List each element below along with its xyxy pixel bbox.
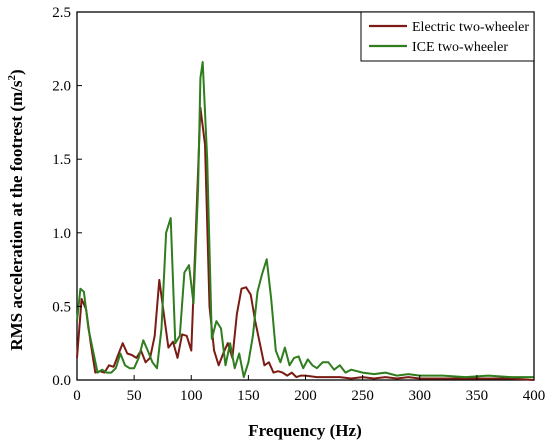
x-tick-label: 300 <box>409 388 432 404</box>
legend: Electric two-wheeler ICE two-wheeler <box>360 11 535 62</box>
y-tick-label: 0.5 <box>52 299 71 315</box>
series-line-electric <box>76 106 535 381</box>
x-tick-label: 350 <box>466 388 489 404</box>
y-tick-label: 1.0 <box>52 226 71 242</box>
y-tick-label: 0.0 <box>52 373 71 389</box>
legend-box <box>360 11 535 62</box>
y-axis-title-close: ) <box>7 69 26 75</box>
x-tick-label: 50 <box>127 388 142 404</box>
series-layer <box>76 61 535 381</box>
legend-label-ice: ICE two-wheeler <box>412 40 508 55</box>
x-tick-label: 400 <box>523 388 546 404</box>
plot-frame <box>76 11 535 381</box>
x-tick-label: 0 <box>73 388 81 404</box>
series-line-ice <box>76 61 534 379</box>
y-tick-label: 1.5 <box>52 152 71 168</box>
x-tick-label: 200 <box>294 388 317 404</box>
x-tick-label: 100 <box>180 388 203 404</box>
x-axis-title: Frequency (Hz) <box>248 421 361 440</box>
y-axis-title: RMS acceleration at the footrest (m/s2) <box>6 69 26 350</box>
x-tick-label: 150 <box>237 388 260 404</box>
y-tick-label: 2.5 <box>52 5 71 21</box>
y-tick-label: 2.0 <box>52 79 71 95</box>
y-axis-title-sup: 2 <box>6 74 18 80</box>
x-tick-label: 250 <box>351 388 374 404</box>
legend-label-electric: Electric two-wheeler <box>412 20 529 35</box>
y-axis-title-main: RMS acceleration at the footrest (m/s <box>7 80 26 351</box>
ticks-layer: 0 50 100 150 200 250 300 350 400 0.0 0.5 1.0 1.5 2.0 2… <box>52 5 545 404</box>
